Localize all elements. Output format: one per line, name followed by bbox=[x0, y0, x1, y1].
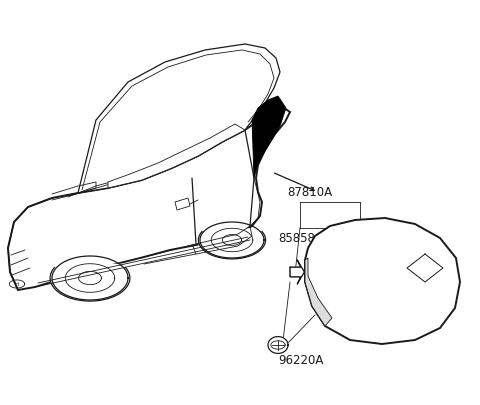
Polygon shape bbox=[78, 44, 280, 193]
Polygon shape bbox=[305, 218, 460, 344]
Polygon shape bbox=[50, 264, 130, 301]
Text: 96220A: 96220A bbox=[278, 354, 324, 367]
Polygon shape bbox=[175, 198, 190, 210]
Polygon shape bbox=[252, 96, 286, 178]
Polygon shape bbox=[198, 229, 265, 259]
Polygon shape bbox=[108, 124, 245, 188]
Polygon shape bbox=[290, 260, 304, 284]
Text: 87810A: 87810A bbox=[288, 186, 333, 200]
Text: H: H bbox=[15, 281, 19, 286]
Polygon shape bbox=[305, 258, 332, 326]
Polygon shape bbox=[268, 337, 288, 354]
Text: 85858C: 85858C bbox=[278, 232, 323, 245]
Polygon shape bbox=[8, 108, 290, 290]
